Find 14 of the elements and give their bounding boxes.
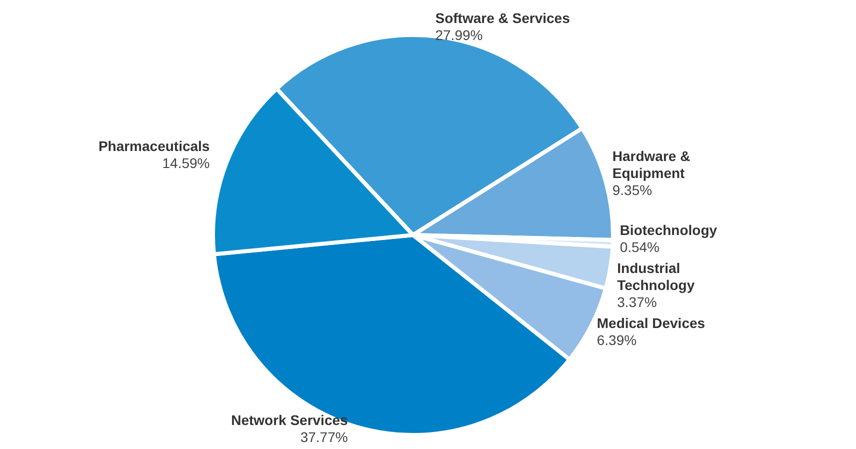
slice-label: Hardware & Equipment bbox=[612, 148, 690, 182]
data-label: 14.59% bbox=[162, 154, 210, 171]
data-label: 9.35% bbox=[612, 182, 652, 198]
data-label: 0.54% bbox=[620, 238, 660, 255]
slice-label: Pharmaceuticals bbox=[98, 138, 210, 154]
slice-label: Medical Devices bbox=[596, 314, 706, 331]
slice-label: Network Services bbox=[231, 412, 348, 428]
data-label: 27.99% bbox=[435, 27, 483, 43]
slice-label: Software & Services bbox=[435, 10, 570, 26]
slice-label: Industrial Technology bbox=[617, 260, 695, 293]
data-label: 3.37% bbox=[617, 294, 657, 310]
slice-label: Biotechnology bbox=[620, 222, 718, 238]
data-label: 6.39% bbox=[596, 332, 637, 348]
data-label: 37.77% bbox=[300, 429, 348, 445]
